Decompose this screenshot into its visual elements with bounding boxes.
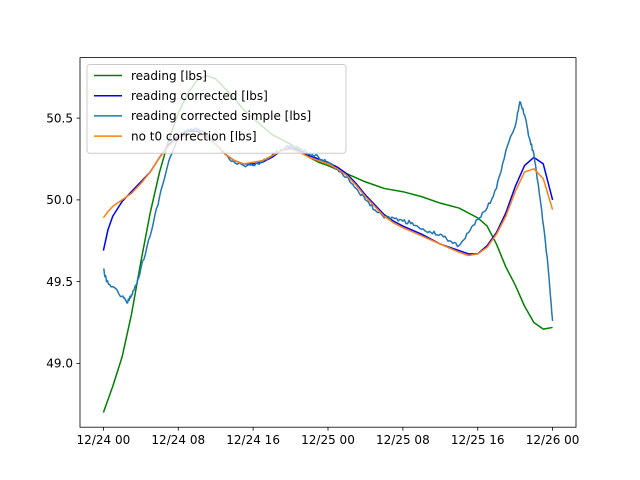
- y-tick-label: 49.5: [46, 275, 73, 289]
- x-tick-label: 12/24 08: [151, 433, 205, 447]
- y-tick-label: 49.0: [46, 357, 73, 371]
- y-tick-label: 50.5: [46, 111, 73, 125]
- x-axis: 12/24 00 12/24 08 12/24 16 12/25 00 12/25 08…: [77, 427, 580, 447]
- x-tick-label: 12/26 00: [526, 433, 580, 447]
- legend-label: reading corrected [lbs]: [131, 89, 268, 103]
- y-tick-label: 50.0: [46, 193, 73, 207]
- legend-box: [86, 64, 347, 154]
- x-tick-label: 12/25 00: [301, 433, 355, 447]
- series-line-3: [102, 101, 554, 321]
- x-tick-label: 12/24 16: [226, 433, 280, 447]
- legend-label: reading corrected simple [lbs]: [131, 109, 311, 123]
- y-axis: 49.0 49.5 50.0 50.5: [46, 111, 80, 371]
- legend-label: no t0 correction [lbs]: [131, 129, 257, 143]
- legend-label: reading [lbs]: [131, 69, 207, 83]
- x-tick-label: 12/24 00: [77, 433, 131, 447]
- x-tick-label: 12/25 16: [451, 433, 505, 447]
- x-tick-label: 12/25 08: [376, 433, 430, 447]
- legend: reading [lbs] reading corrected [lbs] read…: [86, 64, 347, 154]
